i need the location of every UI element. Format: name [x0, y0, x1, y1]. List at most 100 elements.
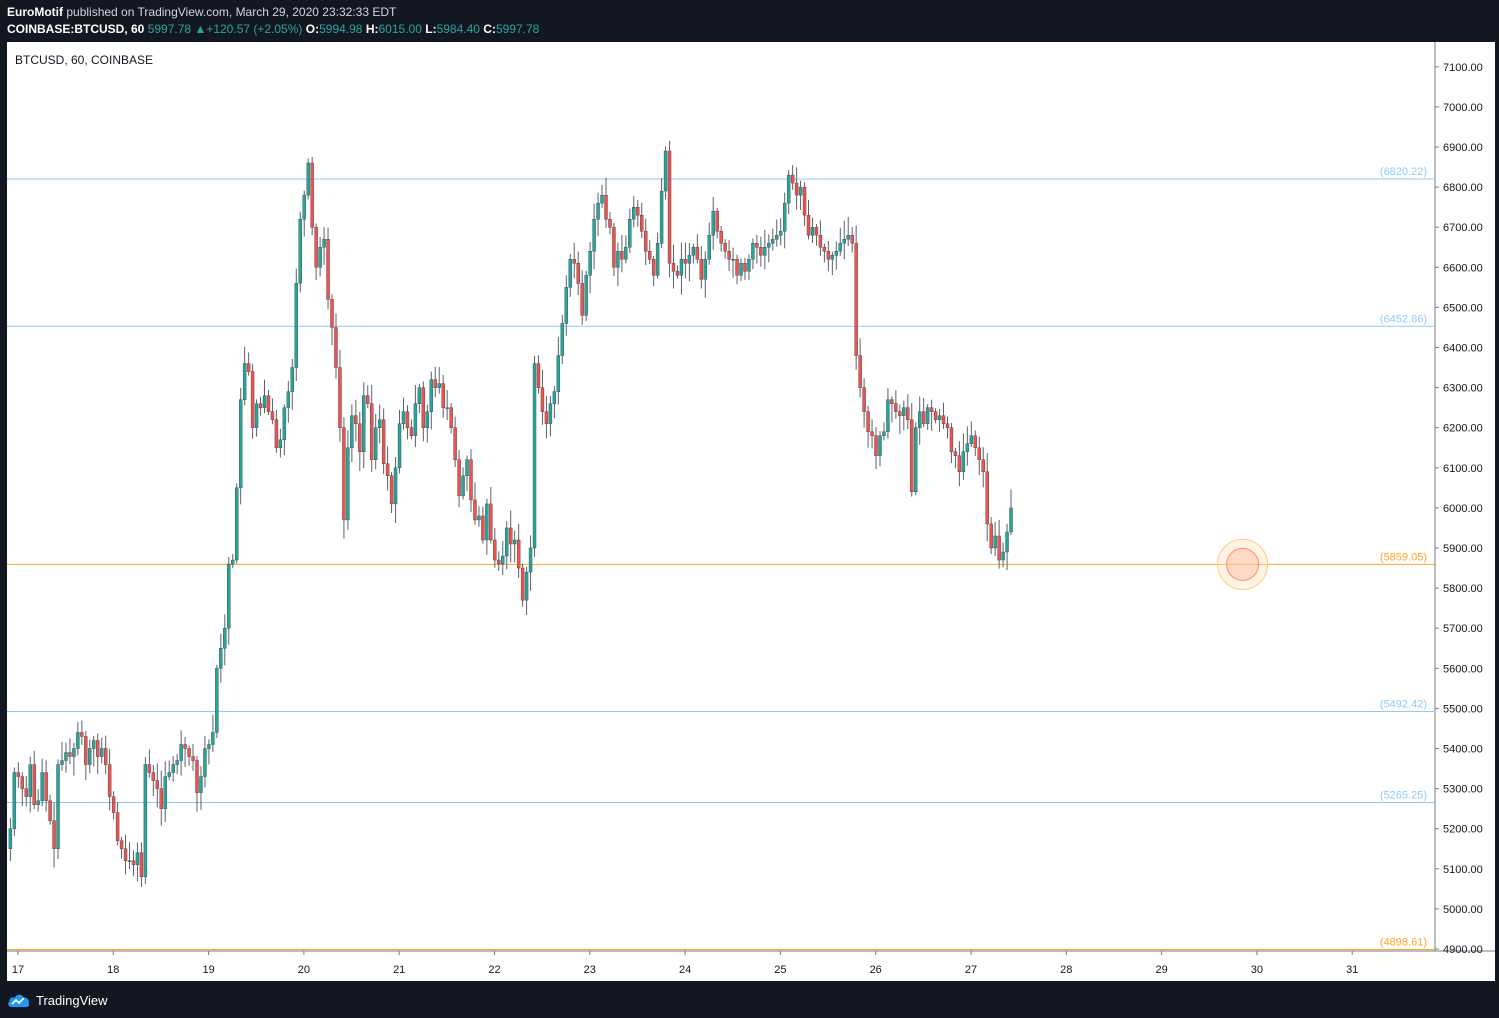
- candle-body: [679, 259, 684, 276]
- candle-body: [250, 371, 255, 428]
- candle-body: [493, 539, 497, 561]
- price-tick-label: 6000.00: [1443, 503, 1483, 515]
- candle-body: [604, 194, 608, 220]
- candle-body: [76, 732, 80, 749]
- candle-body: [1001, 551, 1005, 561]
- price-tick-label: 5300.00: [1443, 784, 1483, 796]
- candle-body: [608, 218, 612, 228]
- candle-body: [810, 226, 815, 236]
- candle-body: [715, 210, 719, 232]
- candle-body: [878, 435, 882, 456]
- tradingview-logo[interactable]: TradingView: [7, 992, 108, 1008]
- candle-body: [437, 383, 441, 388]
- candle-body: [981, 459, 985, 473]
- candle-body: [965, 443, 970, 452]
- candle-body: [667, 150, 672, 264]
- candlestick-chart[interactable]: 7100.00 7000.00 6900.00 6800.00 6700.00 6600.…: [7, 42, 1495, 981]
- candle-body: [953, 451, 958, 456]
- candle-body: [151, 772, 156, 781]
- candle-body: [532, 363, 537, 549]
- candle-body: [147, 764, 152, 773]
- candle-body: [409, 427, 414, 436]
- candle-body: [119, 840, 124, 849]
- candle-body: [640, 214, 644, 232]
- candle-body: [453, 427, 457, 460]
- candle-body: [501, 555, 505, 565]
- chart-area[interactable]: 7100.00 7000.00 6900.00 6800.00 6700.00 6600.…: [7, 42, 1495, 981]
- candle-body: [497, 559, 501, 565]
- candle-body: [330, 299, 334, 328]
- candle-body: [179, 744, 183, 761]
- candle-body: [270, 411, 275, 420]
- candle-body: [433, 379, 437, 388]
- candle-body: [167, 772, 171, 777]
- candle-body: [314, 226, 318, 268]
- candle-body: [703, 259, 707, 280]
- candle-body: [306, 162, 310, 196]
- candle-body: [362, 395, 366, 452]
- close-label: C:: [483, 22, 496, 36]
- candle-body: [576, 263, 580, 284]
- price-tick-label: 5500.00: [1443, 703, 1483, 715]
- candle-body: [461, 475, 465, 497]
- candle-body: [254, 403, 259, 428]
- time-tick-label: 20: [298, 964, 310, 976]
- candle-body: [20, 776, 24, 789]
- candle-body: [389, 475, 394, 505]
- candle-body: [155, 780, 159, 789]
- candle-body: [584, 275, 588, 316]
- candle-body: [917, 411, 922, 428]
- candle-body: [481, 515, 485, 541]
- candle-body: [929, 407, 934, 412]
- level-price-label: (5859.05): [1380, 551, 1427, 563]
- price-tick-label: 4900.00: [1443, 944, 1483, 956]
- candle-body: [620, 251, 624, 260]
- price-change: +120.57 (+2.05%): [206, 22, 303, 36]
- time-tick-label: 31: [1346, 964, 1358, 976]
- open-value: 5994.98: [319, 22, 363, 36]
- candle-body: [28, 764, 32, 797]
- price-tick-label: 5800.00: [1443, 583, 1483, 595]
- candle-body: [985, 471, 989, 525]
- series-label: BTCUSD, 60, COINBASE: [15, 53, 154, 67]
- candle-body: [945, 423, 950, 428]
- publish-line: EuroMotif published on TradingView.com, …: [7, 5, 396, 19]
- candle-body: [282, 407, 287, 440]
- candle-body: [346, 447, 350, 521]
- candle-body: [258, 403, 263, 408]
- candle-body: [925, 407, 930, 424]
- candle-body: [790, 174, 795, 184]
- candle-body: [687, 255, 692, 264]
- candle-body: [342, 427, 346, 521]
- candle-body: [933, 411, 938, 420]
- candle-body: [914, 427, 918, 493]
- candle-body: [238, 399, 243, 489]
- time-tick-label: 25: [774, 964, 786, 976]
- candle-body: [286, 391, 291, 408]
- candle-body: [215, 668, 219, 733]
- symbol-label: COINBASE:BTCUSD, 60: [7, 22, 145, 36]
- candle-body: [445, 407, 449, 409]
- author-name[interactable]: EuroMotif: [7, 5, 63, 19]
- high-label: H:: [365, 22, 379, 36]
- candle-body: [822, 247, 827, 252]
- candle-body: [651, 259, 656, 276]
- price-tick-label: 5200.00: [1443, 824, 1483, 836]
- candle-body: [663, 150, 668, 192]
- highlight-circle-inner: [1226, 547, 1260, 581]
- chart-header: EuroMotif published on TradingView.com, …: [0, 0, 1499, 42]
- close-value: 5997.78: [495, 22, 540, 36]
- time-tick-label: 26: [870, 964, 882, 976]
- candle-body: [274, 419, 279, 448]
- candle-body: [441, 383, 445, 408]
- tradingview-wordmark: TradingView: [36, 992, 108, 1008]
- candle-body: [48, 800, 52, 821]
- high-value: 6015.00: [378, 22, 422, 36]
- candle-body: [560, 323, 565, 356]
- candle-body: [103, 748, 108, 765]
- price-tick-label: 6500.00: [1443, 302, 1483, 314]
- candle-body: [52, 820, 56, 849]
- price-tick-label: 7100.00: [1443, 62, 1483, 74]
- candle-body: [842, 239, 846, 244]
- time-tick-label: 18: [107, 964, 119, 976]
